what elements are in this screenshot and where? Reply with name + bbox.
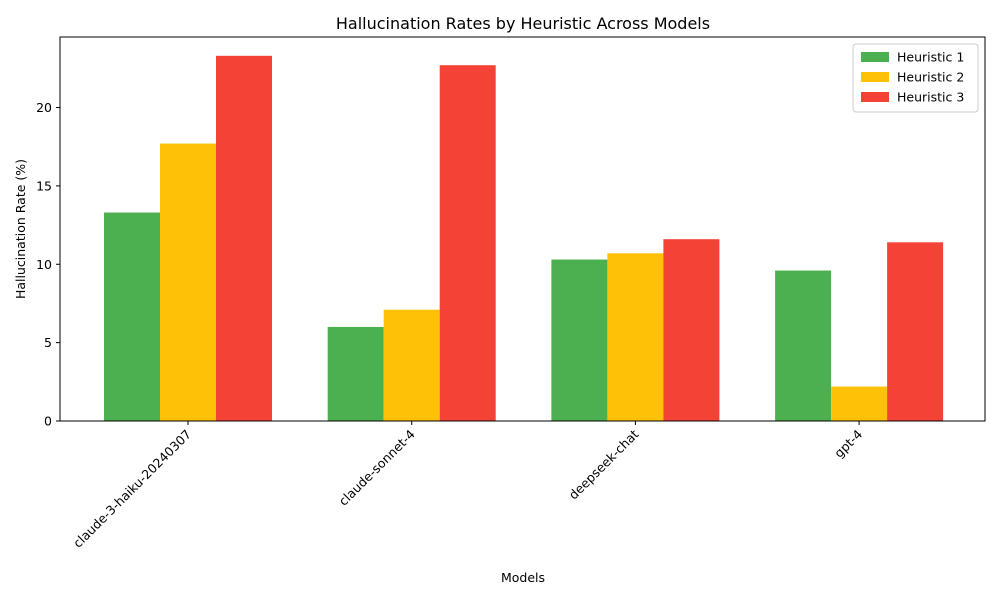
x-tick-label: deepseek-chat: [566, 426, 642, 502]
x-tick-label: gpt-4: [831, 426, 865, 460]
legend-swatch: [861, 72, 889, 82]
x-axis-label: Models: [501, 570, 545, 585]
x-tick-label: claude-sonnet-4: [336, 426, 418, 508]
plot-frame: [59, 36, 986, 422]
bar-2-1: [160, 143, 216, 421]
bar-2-3: [607, 253, 664, 421]
chart-title: Hallucination Rates by Heuristic Across …: [336, 14, 710, 33]
legend: Heuristic 1 Heuristic 2 Heuristic 3: [852, 43, 979, 113]
bar-1-4: [775, 270, 832, 421]
bar-3-2: [439, 65, 496, 422]
legend-label: Heuristic 3: [897, 90, 964, 105]
y-tick-label: 15: [36, 178, 52, 193]
y-tick-label: 5: [44, 335, 52, 350]
y-tick-label: 20: [36, 100, 52, 115]
bar-3-1: [216, 55, 272, 422]
bar-1-2: [327, 326, 384, 421]
y-tick-label: 10: [36, 257, 52, 272]
x-tick-label: claude-3-haiku-20240307: [70, 427, 194, 551]
legend-swatch: [861, 92, 889, 102]
bar-3-4: [887, 242, 944, 421]
bar-3-3: [663, 239, 720, 421]
legend-label: Heuristic 1: [897, 50, 964, 65]
bar-1-3: [551, 259, 608, 421]
plot-area: 0 5 10 15 20 claude-3-haiku-20240307 claude-so…: [36, 36, 986, 551]
legend-swatch: [861, 52, 889, 62]
bar-2-2: [383, 309, 440, 421]
bar-1-1: [104, 212, 160, 421]
legend-label: Heuristic 2: [897, 70, 964, 85]
bar-2-4: [831, 386, 888, 421]
y-axis-label: Hallucination Rate (%): [13, 159, 28, 299]
y-tick-label: 0: [44, 414, 52, 429]
